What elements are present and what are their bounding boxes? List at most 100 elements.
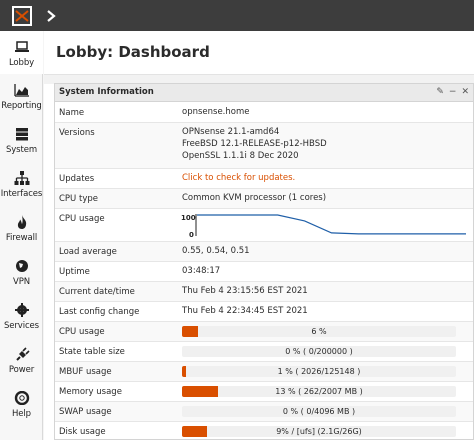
sidebar-item-label: Interfaces [0, 189, 43, 199]
sidebar-item-label: Reporting [1, 101, 42, 111]
row-label: Name [59, 108, 85, 118]
row-value: Thu Feb 4 22:34:45 EST 2021 [182, 306, 308, 316]
server-icon [15, 128, 28, 141]
info-row-load: Load average 0.55, 0.54, 0.51 [55, 242, 473, 262]
row-value: 0.55, 0.54, 0.51 [182, 246, 250, 256]
area-chart-icon [13, 84, 29, 97]
info-row-cpu-usage: CPU usage 6 % [55, 322, 473, 342]
row-label: Load average [59, 247, 117, 257]
version-line: OPNsense 21.1-amd64 [182, 127, 280, 137]
sidebar-item-vpn[interactable]: VPN [0, 251, 43, 294]
sidebar-item-label: Lobby [8, 58, 35, 68]
cpu-usage-progress: 6 % [182, 326, 456, 337]
info-row-memory: Memory usage 13 % ( 262/2007 MB ) [55, 382, 473, 402]
info-row-swap: SWAP usage 0 % ( 0/4096 MB ) [55, 402, 473, 422]
cpu-usage-line [197, 214, 466, 235]
edit-icon[interactable]: ✎ [436, 87, 444, 97]
widget-title: System Information [59, 87, 154, 97]
sidebar-item-interfaces[interactable]: Interfaces [0, 163, 43, 206]
cog-icon [14, 303, 29, 317]
row-value: opnsense.home [182, 107, 250, 117]
mbuf-progress: 1 % ( 2026/125148 ) [182, 366, 456, 377]
y-tick-label: 0 [189, 231, 194, 238]
sidebar-item-label: System [5, 145, 38, 155]
page-title: Lobby: Dashboard [56, 43, 210, 61]
row-label: Memory usage [59, 387, 122, 397]
sidebar-item-label: Help [12, 409, 31, 419]
sidebar-item-lobby[interactable]: Lobby [0, 31, 43, 74]
info-row-datetime: Current date/time Thu Feb 4 23:15:56 EST… [55, 282, 473, 302]
row-label: CPU usage [59, 327, 105, 337]
system-information-widget: System Information ✎ − ✕ Name opnsense.h… [54, 83, 474, 440]
row-label: Disk usage [59, 427, 106, 437]
progress-fill [182, 426, 207, 437]
info-row-cpu-graph: CPU usage 100 0 [55, 209, 473, 242]
sidebar-item-power[interactable]: Power [0, 339, 43, 382]
life-ring-icon [14, 391, 29, 405]
row-label: CPU type [59, 194, 98, 204]
sidebar-item-label: Firewall [5, 233, 38, 243]
sidebar-item-label: VPN [13, 277, 30, 287]
progress-text: 13 % ( 262/2007 MB ) [275, 387, 363, 396]
row-label: Updates [59, 174, 95, 184]
progress-fill [182, 386, 218, 397]
row-value: Common KVM processor (1 cores) [182, 193, 327, 203]
row-value: 03:48:17 [182, 266, 221, 276]
globe-icon [15, 260, 28, 272]
laptop-icon [14, 41, 29, 52]
cpu-usage-chart: 100 0 [181, 214, 466, 238]
y-tick-label: 100 [181, 214, 196, 222]
progress-fill [182, 366, 187, 377]
check-updates-link[interactable]: Click to check for updates. [182, 173, 296, 183]
title-divider [44, 74, 474, 84]
plug-icon [15, 347, 30, 361]
progress-text: 9% / [ufs] (2.1G/26G) [276, 427, 362, 436]
disk-progress: 9% / [ufs] (2.1G/26G) [182, 426, 456, 437]
version-line: FreeBSD 12.1-RELEASE-p12-HBSD [182, 139, 327, 149]
info-row-name: Name opnsense.home [55, 103, 473, 123]
memory-progress: 13 % ( 262/2007 MB ) [182, 386, 456, 397]
info-row-disk: Disk usage 9% / [ufs] (2.1G/26G) [55, 422, 473, 440]
progress-text: 0 % ( 0/4096 MB ) [282, 407, 356, 416]
sidebar-item-system[interactable]: System [0, 119, 43, 162]
fire-icon [17, 215, 26, 229]
sidebar-item-label: Power [8, 365, 35, 375]
info-row-updates: Updates Click to check for updates. [55, 169, 473, 189]
sidebar-item-help[interactable]: Help [0, 383, 43, 426]
top-navbar [0, 0, 474, 31]
row-label: Uptime [59, 267, 90, 277]
info-row-uptime: Uptime 03:48:17 [55, 262, 473, 282]
sidebar-item-firewall[interactable]: Firewall [0, 207, 43, 250]
info-row-versions: Versions OPNsense 21.1-amd64 FreeBSD 12.… [55, 123, 473, 169]
sidebar: Lobby Reporting System Interfaces Firewa… [0, 31, 43, 440]
row-label: SWAP usage [59, 407, 112, 417]
row-value: Thu Feb 4 23:15:56 EST 2021 [182, 286, 308, 296]
info-row-state-table: State table size 0 % ( 0/200000 ) [55, 342, 473, 362]
info-row-last-config: Last config change Thu Feb 4 22:34:45 ES… [55, 302, 473, 322]
swap-progress: 0 % ( 0/4096 MB ) [182, 406, 456, 417]
row-label: Last config change [59, 307, 140, 317]
progress-fill [182, 326, 199, 337]
state-table-progress: 0 % ( 0/200000 ) [182, 346, 456, 357]
main-content: Lobby: Dashboard System Information ✎ − … [44, 31, 474, 440]
info-row-mbuf: MBUF usage 1 % ( 2026/125148 ) [55, 362, 473, 382]
sidebar-item-services[interactable]: Services [0, 295, 43, 338]
minimize-icon[interactable]: − [448, 87, 457, 97]
widget-header: System Information ✎ − ✕ [55, 84, 473, 102]
version-line: OpenSSL 1.1.1i 8 Dec 2020 [182, 151, 299, 161]
row-label: Current date/time [59, 287, 135, 297]
chevron-right-icon[interactable] [44, 8, 58, 24]
opnsense-logo-icon[interactable] [0, 0, 43, 31]
sitemap-icon [14, 171, 29, 185]
progress-text: 6 % [311, 327, 327, 336]
info-row-cpu-type: CPU type Common KVM processor (1 cores) [55, 189, 473, 209]
row-label: State table size [59, 347, 125, 357]
sidebar-item-label: Services [3, 321, 40, 331]
progress-text: 1 % ( 2026/125148 ) [277, 367, 361, 376]
progress-text: 0 % ( 0/200000 ) [285, 347, 353, 356]
row-label: MBUF usage [59, 367, 112, 377]
widget-controls: ✎ − ✕ [436, 87, 469, 98]
row-label: Versions [59, 128, 95, 138]
close-icon[interactable]: ✕ [461, 87, 469, 97]
sidebar-item-reporting[interactable]: Reporting [0, 75, 43, 118]
